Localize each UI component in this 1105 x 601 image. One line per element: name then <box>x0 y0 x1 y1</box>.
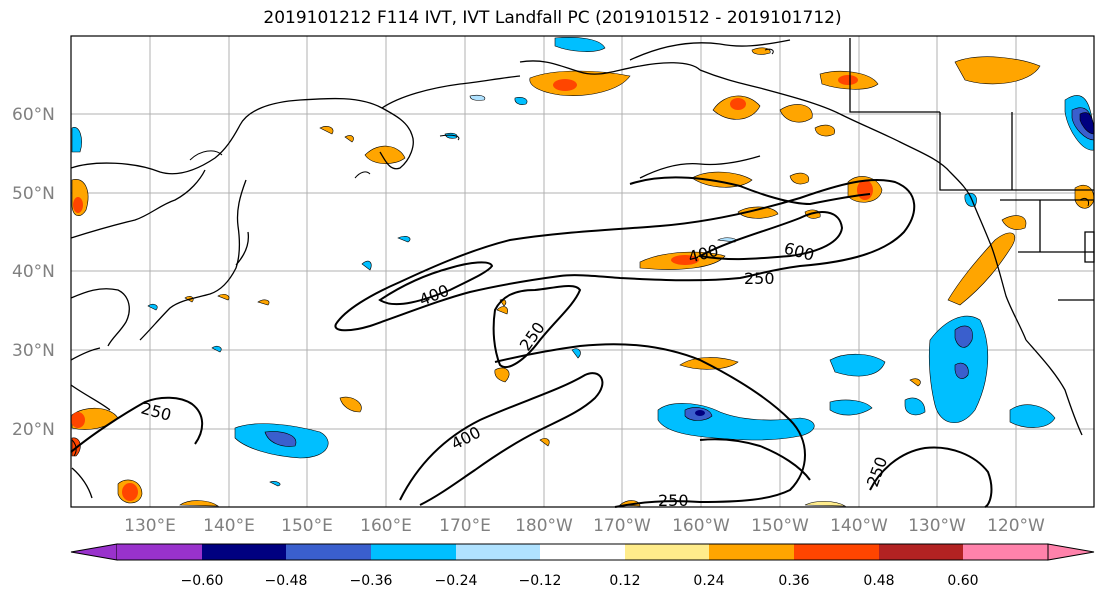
colorbar-bin <box>879 544 963 560</box>
colorbar: −0.60 −0.48 −0.36 −0.24 −0.12 0.12 0.24 … <box>70 543 1095 589</box>
map-frame <box>70 35 1095 508</box>
colorbar-tick-label: −0.12 <box>519 573 562 589</box>
colorbar-tick-label: 0.24 <box>693 573 724 589</box>
lat-label: 30°N <box>12 341 55 361</box>
latitude-labels: 60°N 50°N 40°N 30°N 20°N <box>12 105 55 440</box>
lon-label: 170°W <box>593 516 651 536</box>
colorbar-bin <box>963 544 1048 560</box>
lon-label: 140°W <box>830 516 888 536</box>
lat-label: 50°N <box>12 184 55 204</box>
colorbar-bin <box>371 544 456 560</box>
colorbar-tick-label: 0.48 <box>863 573 894 589</box>
colorbar-bin <box>202 544 286 560</box>
lon-label: 130°W <box>908 516 966 536</box>
lon-label: 140°E <box>203 516 255 536</box>
colorbar-tick-label: −0.24 <box>435 573 478 589</box>
lat-label: 40°N <box>12 262 55 282</box>
lon-label: 130°E <box>124 516 176 536</box>
colorbar-tick-label: 0.36 <box>778 573 809 589</box>
lon-label: 120°W <box>987 516 1045 536</box>
negative-ivt-patches <box>71 37 1095 487</box>
contour-label: 250 <box>658 491 689 510</box>
colorbar-tick-label: −0.48 <box>265 573 308 589</box>
lon-label: 160°W <box>672 516 730 536</box>
colorbar-bin <box>286 544 371 560</box>
colorbar-tick-label: −0.60 <box>181 573 224 589</box>
positive-ivt-patches <box>71 47 1095 507</box>
colorbar-under-extension <box>70 543 118 561</box>
coastlines <box>70 38 1095 499</box>
longitude-labels: 130°E 140°E 150°E 160°E 170°E 180°W 170°… <box>124 516 1045 536</box>
contour-label: 250 <box>744 269 775 288</box>
lon-label: 170°E <box>439 516 491 536</box>
lat-label: 60°N <box>12 105 55 125</box>
colorbar-tick-label: 0.12 <box>609 573 640 589</box>
colorbar-bin <box>794 544 879 560</box>
lat-label: 20°N <box>12 420 55 440</box>
lon-label: 150°W <box>751 516 809 536</box>
islands <box>71 48 1089 457</box>
colorbar-bin <box>540 544 625 560</box>
colorbar-bin <box>456 544 540 560</box>
colorbar-bin <box>625 544 709 560</box>
colorbar-over-extension <box>1047 543 1095 561</box>
lon-label: 180°W <box>515 516 573 536</box>
lon-label: 150°E <box>281 516 333 536</box>
lon-label: 160°E <box>360 516 412 536</box>
ivt-contours <box>70 176 993 508</box>
colorbar-bin <box>117 544 202 560</box>
map-title: 2019101212 F114 IVT, IVT Landfall PC (20… <box>263 8 842 28</box>
colorbar-tick-label: 0.60 <box>947 573 978 589</box>
colorbar-bin <box>709 544 794 560</box>
colorbar-tick-label: −0.36 <box>350 573 393 589</box>
